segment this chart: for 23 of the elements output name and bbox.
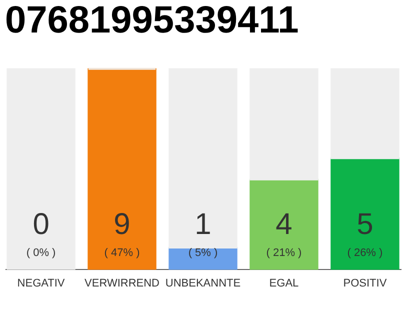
chart-title: 07681995339411 — [5, 0, 299, 42]
x-tick-label: VERWIRREND — [84, 278, 160, 290]
x-tick-label: UNBEKANNTE — [165, 278, 241, 290]
data-label: ( 47% ) — [104, 247, 140, 259]
annotation: 4 — [276, 208, 292, 241]
annotation: 0 — [32, 208, 50, 241]
annotation: 5 — [356, 208, 374, 241]
bar — [88, 68, 156, 270]
x-tick-label: EGAL — [269, 278, 299, 290]
bar — [330, 158, 400, 270]
data-label: ( 21% ) — [266, 247, 302, 259]
x-tick-label: NEGATIV — [17, 278, 66, 290]
bar — [168, 68, 238, 248]
data-label: ( 0% ) — [26, 247, 56, 259]
data-label: ( 26% ) — [347, 247, 383, 259]
x-tick-label: POSITIV — [343, 278, 388, 290]
bar — [250, 68, 318, 180]
annotation: 9 — [114, 208, 130, 241]
bar — [6, 68, 76, 270]
bar — [330, 68, 400, 160]
data-label: ( 5% ) — [188, 247, 218, 259]
bar — [250, 178, 318, 270]
annotation: 1 — [194, 208, 212, 241]
